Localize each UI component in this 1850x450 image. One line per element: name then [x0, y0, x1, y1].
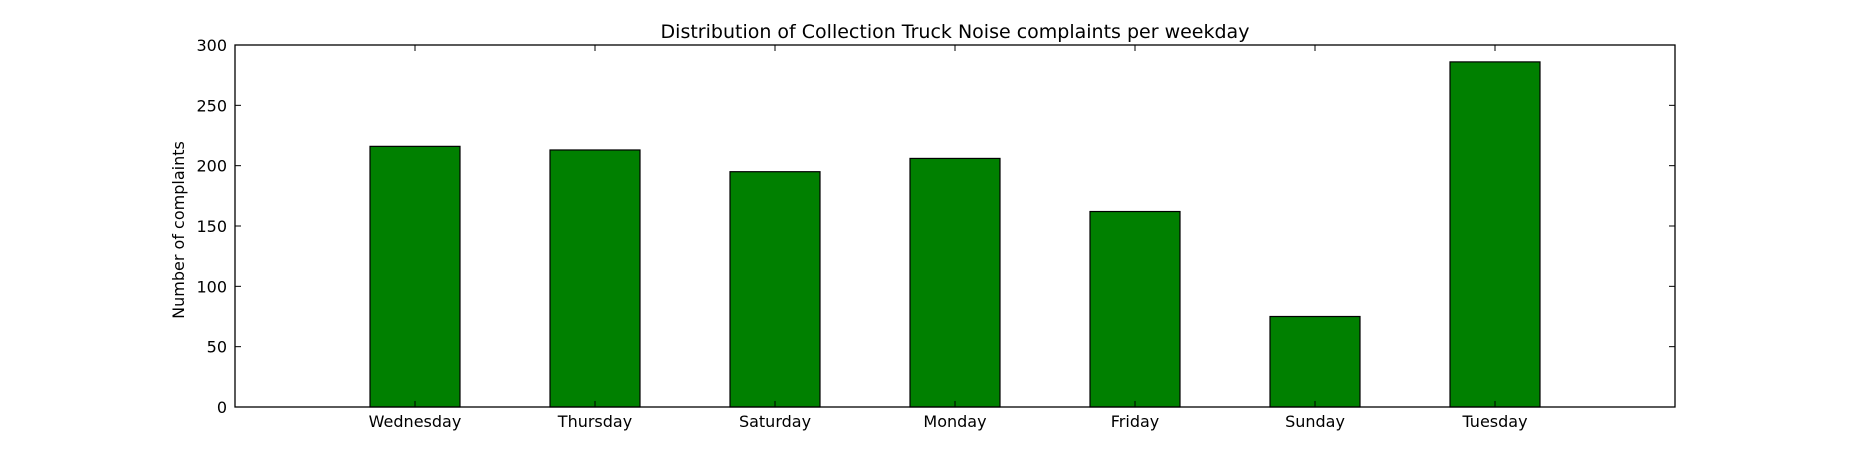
bar-friday: [1089, 210, 1181, 408]
bar-wednesday: [369, 145, 461, 408]
y-tick-label: 100: [196, 277, 227, 296]
bar-saturday: [729, 171, 821, 408]
x-tick-label: Saturday: [739, 412, 811, 431]
chart-title: Distribution of Collection Truck Noise c…: [661, 21, 1250, 43]
x-tick-label: Monday: [923, 412, 986, 431]
y-tick-label: 0: [217, 398, 227, 417]
y-tick-label: 50: [207, 338, 227, 357]
x-tick-label: Tuesday: [1461, 412, 1527, 431]
x-tick-label: Thursday: [557, 412, 632, 431]
bars-layer: [369, 61, 1541, 408]
x-tick-label: Sunday: [1285, 412, 1345, 431]
x-tick-label: Wednesday: [369, 412, 462, 431]
y-axis-title: Number of complaints: [169, 141, 188, 319]
bar-sunday: [1269, 315, 1361, 408]
bar-thursday: [549, 149, 641, 408]
x-tick-label: Friday: [1111, 412, 1160, 431]
bar-tuesday: [1449, 61, 1541, 408]
y-tick-label: 250: [196, 96, 227, 115]
plot-frame: [234, 44, 1676, 408]
y-tick-label: 200: [196, 157, 227, 176]
ticks-layer: Wednesday Thursday Saturday Monday Friday Sun…: [196, 36, 1675, 431]
bar-monday: [909, 157, 1001, 408]
y-tick-label: 300: [196, 36, 227, 55]
y-tick-label: 150: [196, 217, 227, 236]
